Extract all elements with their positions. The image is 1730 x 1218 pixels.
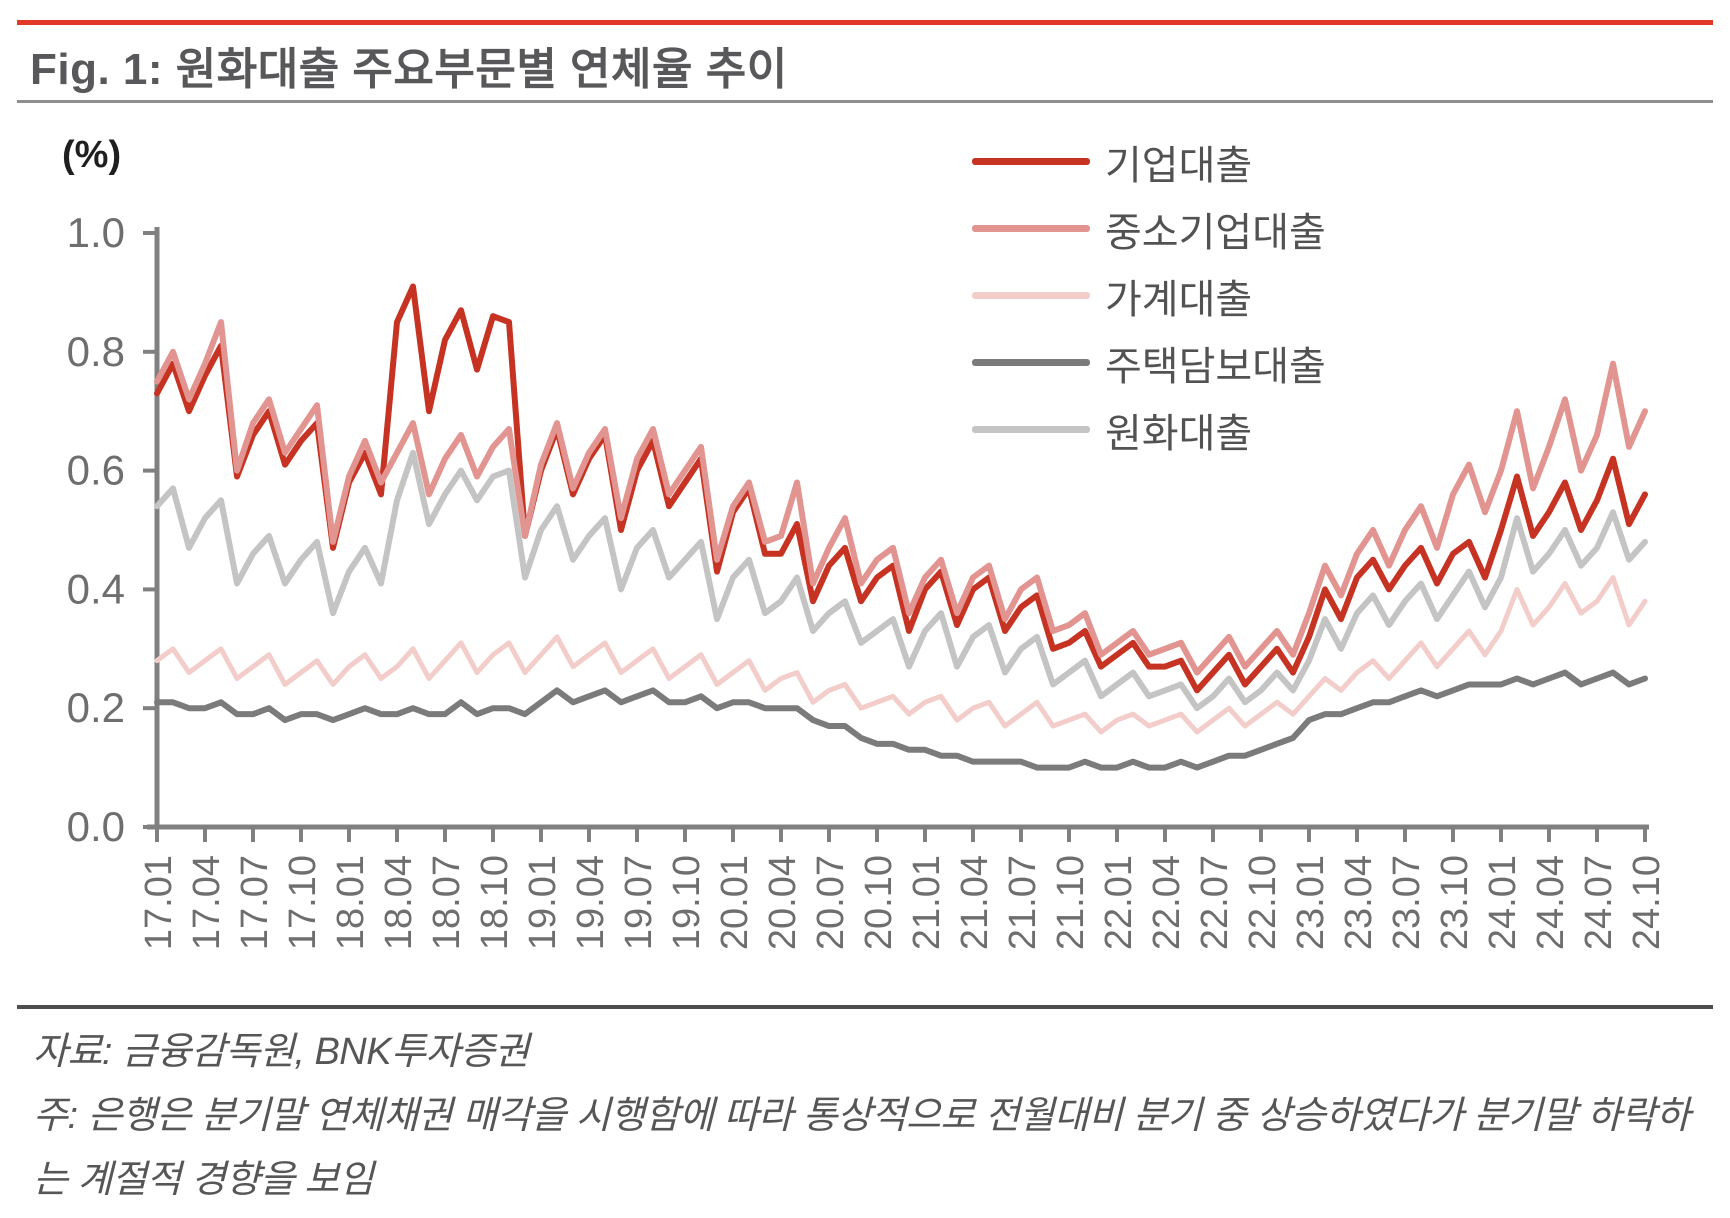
y-tick-label: 0.4 — [67, 565, 125, 612]
legend-item-household-loans: 가계대출 — [972, 262, 1326, 329]
legend-line-won-loans — [972, 426, 1090, 433]
title-divider — [17, 100, 1713, 103]
series-line-3 — [154, 669, 1648, 771]
series-line-1 — [154, 319, 1648, 676]
x-tick-label: 19.10 — [666, 855, 708, 950]
legend-label-corporate-loans: 기업대출 — [1105, 143, 1253, 188]
x-tick-label: 20.01 — [714, 855, 756, 950]
legend-line-sme-loans — [972, 225, 1090, 232]
legend-item-won-loans: 원화대출 — [972, 396, 1326, 463]
x-tick-label: 18.10 — [474, 855, 516, 950]
footer-divider — [17, 1005, 1713, 1009]
note-text-line2: 는 계절적 경향을 보임 — [33, 1159, 374, 1201]
x-tick-label: 18.07 — [426, 855, 468, 950]
top-accent-rule — [17, 20, 1713, 25]
x-tick-label: 17.01 — [138, 855, 180, 950]
x-tick-label: 22.04 — [1146, 855, 1188, 950]
source-text: 자료: 금융감독원, BNK투자증권 — [33, 1031, 529, 1073]
legend-label-won-loans: 원화대출 — [1105, 411, 1253, 456]
legend-line-corporate-loans — [972, 158, 1090, 165]
legend-item-sme-loans: 중소기업대출 — [972, 195, 1326, 262]
x-tick-label: 22.01 — [1098, 855, 1140, 950]
x-tick-label: 22.10 — [1242, 855, 1284, 950]
y-tick-label: 1.0 — [67, 209, 125, 256]
x-tick-label: 24.07 — [1578, 855, 1620, 950]
x-tick-label: 19.04 — [570, 855, 612, 950]
x-tick-label: 24.10 — [1626, 855, 1668, 950]
y-tick-label: 0.2 — [67, 684, 125, 731]
x-tick-label: 19.07 — [618, 855, 660, 950]
legend-label-mortgage-loans: 주택담보대출 — [1105, 344, 1326, 389]
series-line-2 — [154, 575, 1648, 735]
x-tick-label: 17.10 — [282, 855, 324, 950]
x-tick-label: 17.07 — [234, 855, 276, 950]
legend-line-household-loans — [972, 292, 1090, 299]
chart-legend: 기업대출 중소기업대출 가계대출 주택담보대출 원화대출 — [972, 128, 1326, 463]
legend-label-sme-loans: 중소기업대출 — [1105, 210, 1326, 255]
x-tick-label: 20.04 — [762, 855, 804, 950]
x-tick-label: 21.10 — [1050, 855, 1092, 950]
x-tick-label: 18.01 — [330, 855, 372, 950]
x-tick-label: 23.01 — [1290, 855, 1332, 950]
legend-line-mortgage-loans — [972, 359, 1090, 366]
x-tick-label: 24.01 — [1482, 855, 1524, 950]
x-tick-label: 21.07 — [1002, 855, 1044, 950]
y-axis-unit-label: (%) — [62, 134, 122, 176]
x-tick-label: 23.10 — [1434, 855, 1476, 950]
x-tick-label: 22.07 — [1194, 855, 1236, 950]
x-tick-label: 24.04 — [1530, 855, 1572, 950]
series-line-4 — [154, 449, 1648, 712]
note-text-line1: 주: 은행은 분기말 연체채권 매각을 시행함에 따라 통상적으로 전월대비 분… — [33, 1095, 1691, 1137]
x-tick-label: 21.01 — [906, 855, 948, 950]
x-tick-label: 20.07 — [810, 855, 852, 950]
figure-title: Fig. 1: 원화대출 주요부문별 연체율 추이 — [30, 45, 788, 94]
x-tick-label: 17.04 — [186, 855, 228, 950]
y-tick-label: 0.8 — [67, 328, 125, 375]
x-tick-label: 18.04 — [378, 855, 420, 950]
x-tick-label: 23.04 — [1338, 855, 1380, 950]
x-tick-label: 20.10 — [858, 855, 900, 950]
series-line-0 — [154, 283, 1648, 694]
legend-item-corporate-loans: 기업대출 — [972, 128, 1326, 195]
y-tick-label: 0.6 — [67, 447, 125, 494]
y-tick-label: 0.0 — [67, 803, 125, 850]
x-tick-label: 21.04 — [954, 855, 996, 950]
legend-item-mortgage-loans: 주택담보대출 — [972, 329, 1326, 396]
x-tick-label: 19.01 — [522, 855, 564, 950]
x-tick-label: 23.07 — [1386, 855, 1428, 950]
legend-label-household-loans: 가계대출 — [1105, 277, 1253, 322]
